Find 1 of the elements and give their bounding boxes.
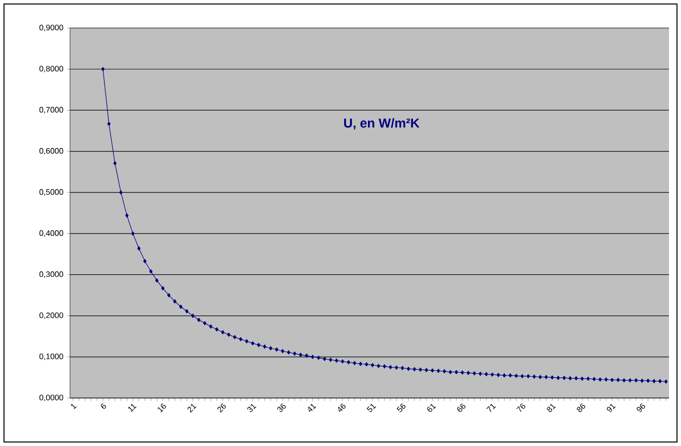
text: U, en W/m²K bbox=[344, 118, 420, 130]
